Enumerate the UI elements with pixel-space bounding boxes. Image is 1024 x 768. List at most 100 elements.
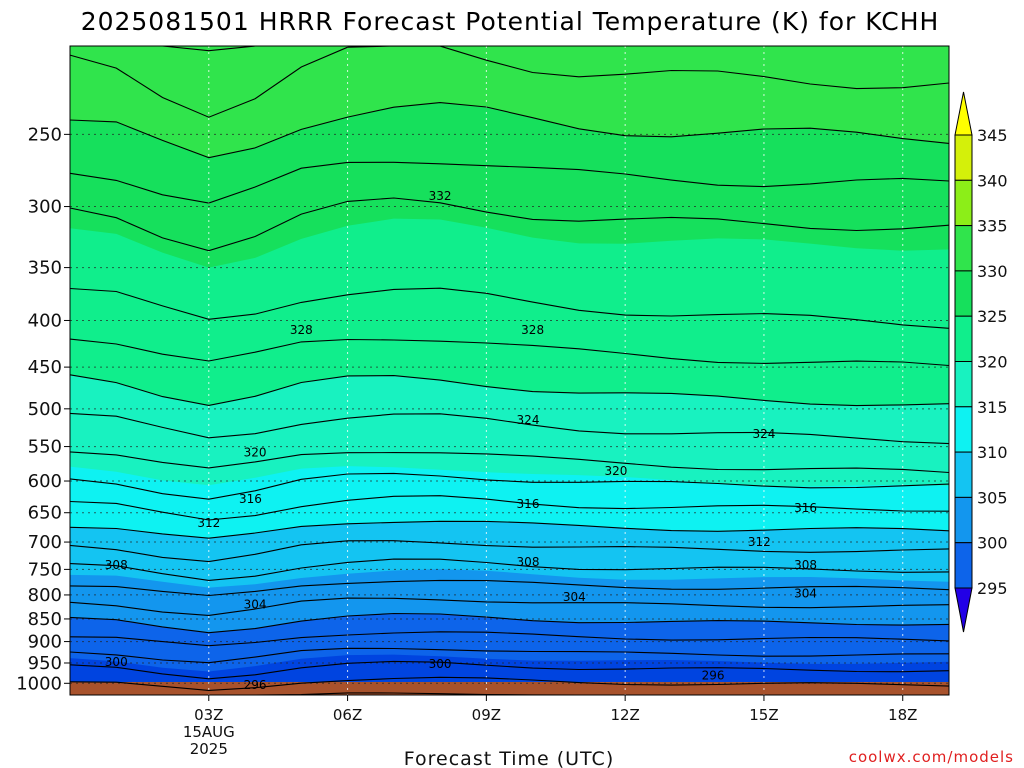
y-tick-label: 900 (28, 632, 62, 653)
isentrope-line (69, 412, 950, 445)
y-tick-label: 650 (28, 503, 62, 524)
x-tick-label: 03Z (194, 706, 223, 724)
contour-label: 300 (105, 655, 128, 669)
axes: 2503003504004505005506006507007508008509… (16, 45, 950, 758)
y-tick-label: 550 (28, 437, 62, 458)
isentrope-line (69, 287, 950, 329)
isentrope-line (69, 161, 950, 204)
isentrope-line (69, 197, 950, 252)
site-credit: coolwx.com/models (849, 748, 1014, 766)
isentrope-line (69, 631, 950, 647)
x-tick-label: 12Z (610, 706, 639, 724)
colorbar-segment (954, 315, 973, 363)
contour-label: 332 (429, 189, 452, 203)
y-tick-label: 500 (28, 399, 62, 420)
colorbar-segment (954, 542, 973, 589)
potential-temperature-fill-bands (70, 46, 949, 695)
colorbar-segment (954, 134, 973, 181)
plot-frame (69, 45, 950, 696)
contour-label: 308 (794, 558, 817, 572)
contour-label: 312 (197, 516, 220, 530)
y-tick-label: 800 (28, 585, 62, 606)
contour-label: 316 (517, 497, 540, 511)
colorbar-extend-top (954, 91, 973, 136)
colorbar: 345 340 335 330 325 320 315 310 305 300 295 (954, 91, 1008, 633)
colorbar-tick-label: 310 (977, 443, 1008, 462)
isentrope-line (69, 558, 950, 581)
y-tick-label: 400 (28, 310, 62, 331)
colorbar-tick-label: 305 (977, 488, 1008, 507)
x-tick-label: 18Z (888, 706, 917, 724)
colorbar-segment (954, 361, 973, 408)
colorbar-segment (954, 451, 973, 498)
contour-label: 304 (244, 598, 267, 612)
isentrope-line (69, 540, 950, 563)
y-tick-label: 700 (28, 532, 62, 553)
contour-label: 328 (521, 323, 544, 337)
x-tick-sublabel: 15AUG (183, 723, 235, 741)
contour-label: 316 (794, 501, 817, 515)
x-tick-sublabel: 2025 (190, 740, 228, 758)
contour-label: 304 (794, 586, 817, 600)
isentrope-line (69, 520, 950, 539)
y-tick-label: 950 (28, 653, 62, 674)
colorbar-segment (954, 225, 973, 272)
y-tick-label: 350 (28, 258, 62, 279)
isentrope-line (69, 451, 950, 474)
contour-label: 296 (244, 678, 267, 692)
contour-label: 300 (429, 657, 452, 671)
contour-label: 324 (517, 413, 540, 427)
contour-label: 316 (239, 492, 262, 506)
y-tick-label: 450 (28, 357, 62, 378)
isentrope-line (69, 374, 950, 407)
isentrope-line (69, 660, 950, 680)
contour-label: 328 (290, 323, 313, 337)
y-tick-label: 600 (28, 471, 62, 492)
contour-labels: 332 328 328 324 324 320 320 316 316 316 312 312 308 3… (105, 189, 817, 692)
x-tick-label: 09Z (472, 706, 501, 724)
colorbar-tick-label: 340 (977, 171, 1008, 190)
y-tick-label: 300 (28, 197, 62, 218)
contour-label: 308 (517, 555, 540, 569)
isentrope-line (69, 472, 950, 500)
x-tick-label: 15Z (749, 706, 778, 724)
y-tick-label: 750 (28, 559, 62, 580)
isentrope-line (69, 676, 950, 691)
colorbar-tick-label: 320 (977, 353, 1008, 372)
colorbar-tick-label: 295 (977, 579, 1008, 598)
y-tick-label: 850 (28, 609, 62, 630)
isentrope-line (69, 102, 950, 159)
colorbar-extend-bottom (954, 587, 973, 633)
isentrope-line (69, 612, 950, 634)
contour-label: 320 (244, 445, 267, 459)
chart-title: 2025081501 HRRR Forecast Potential Tempe… (81, 7, 940, 36)
terrain-ground-band (70, 682, 949, 695)
colorbar-tick-label: 330 (977, 262, 1008, 281)
y-tick-label: 250 (28, 124, 62, 145)
contour-label: 312 (748, 535, 771, 549)
x-axis-label: Forecast Time (UTC) (404, 748, 614, 768)
isentrope-line (69, 597, 950, 616)
isentrope-line (69, 647, 950, 664)
colorbar-tick-label: 335 (977, 217, 1008, 236)
fill-band (70, 46, 949, 158)
y-tick-label: 1000 (16, 673, 62, 694)
isentrope-line (69, 579, 950, 597)
isentrope-line (69, 338, 950, 367)
colorbar-segment (954, 496, 973, 544)
isentrope-line (69, 45, 950, 118)
contour-label: 308 (105, 558, 128, 572)
ground (70, 682, 949, 695)
colorbar-tick-label: 300 (977, 534, 1008, 553)
colorbar-segment (954, 406, 973, 453)
colorbar-tick-label: 345 (977, 126, 1008, 145)
colorbar-tick-label: 315 (977, 398, 1008, 417)
isentrope-line (69, 495, 950, 521)
contour-label: 304 (563, 590, 586, 604)
colorbar-segment (954, 179, 973, 227)
contour-label: 320 (604, 464, 627, 478)
colorbar-segment (954, 270, 973, 317)
x-tick-label: 06Z (333, 706, 362, 724)
colorbar-tick-label: 325 (977, 307, 1008, 326)
